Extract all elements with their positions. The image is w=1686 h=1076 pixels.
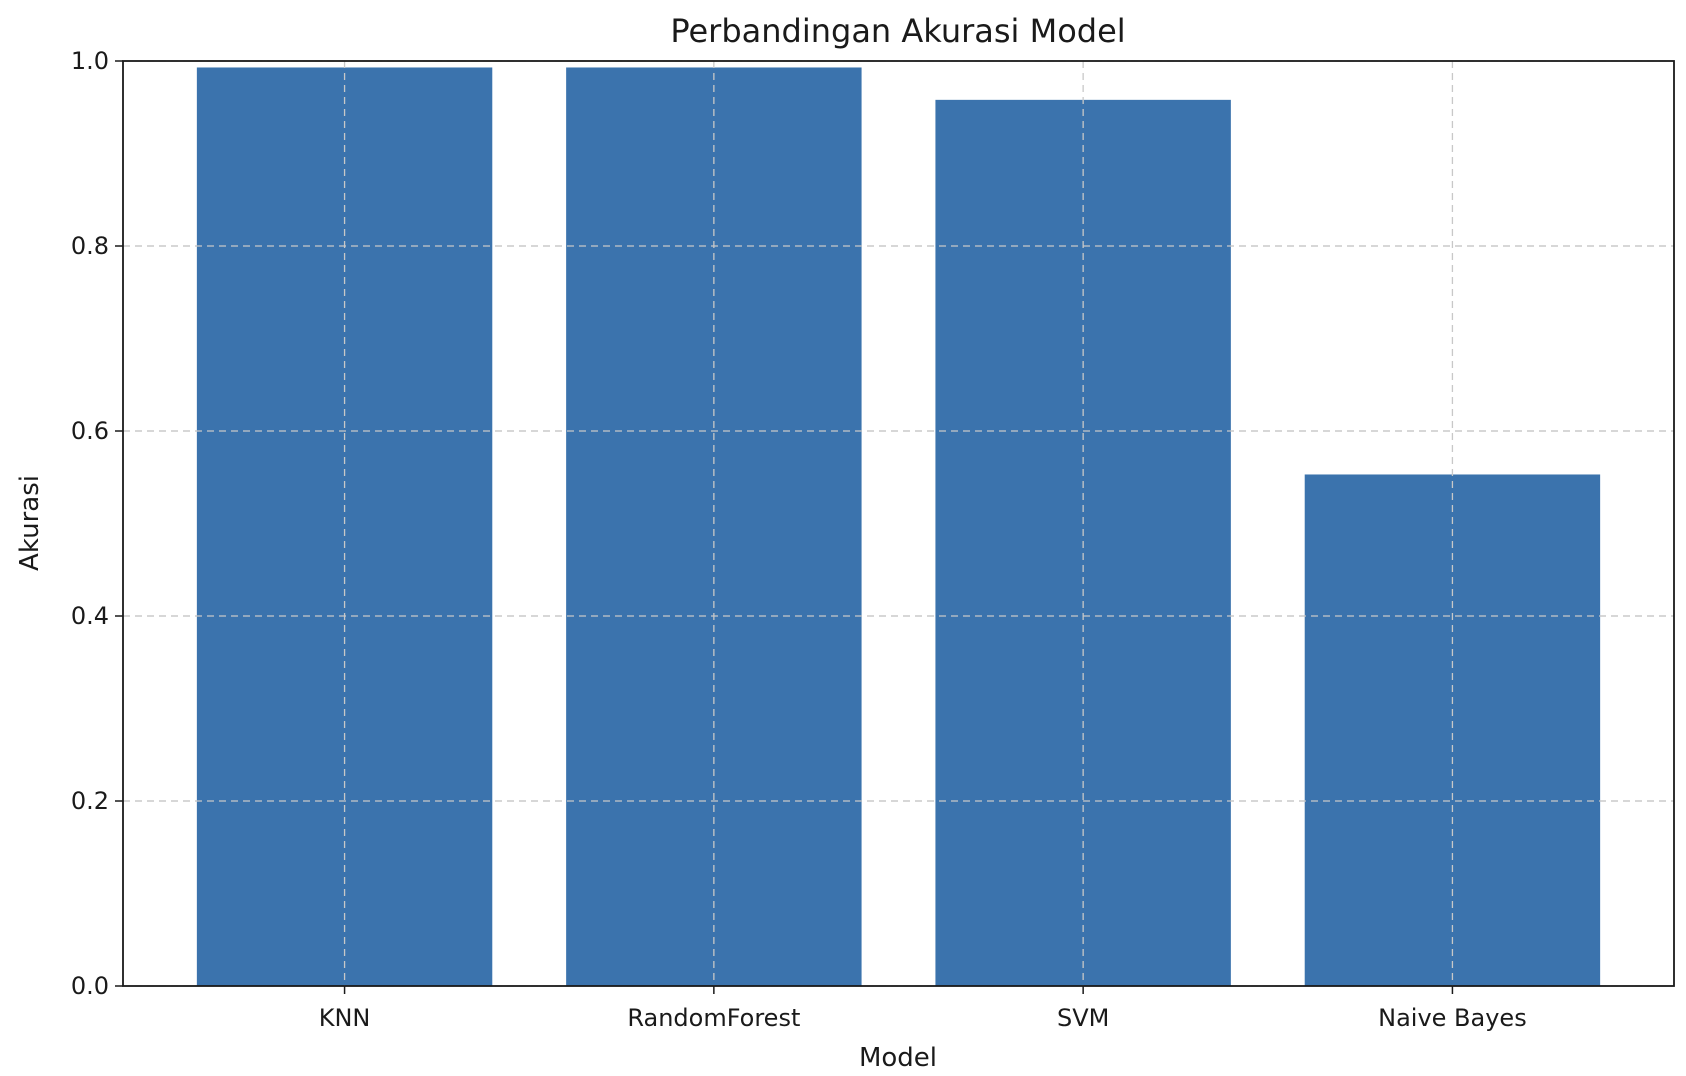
x-tick-label: KNN (319, 1004, 371, 1032)
bar (1304, 474, 1601, 986)
x-tick-label: RandomForest (627, 1004, 800, 1032)
plot-frame (122, 60, 1675, 987)
x-axis-label: Model (859, 1043, 937, 1073)
y-tick-label: 0.8 (71, 232, 109, 260)
x-tick-label: Naive Bayes (1378, 1004, 1527, 1032)
y-tick-label: 0.0 (71, 972, 109, 1000)
x-tick-label: SVM (1057, 1004, 1109, 1032)
y-axis-label: Akurasi (15, 475, 45, 571)
y-tick-label: 0.4 (71, 602, 109, 630)
y-tick-label: 0.6 (71, 417, 109, 445)
y-tick-label: 0.2 (71, 787, 109, 815)
x-tick-labels: KNN RandomForest SVM Naive Bayes (319, 1004, 1527, 1032)
y-tick-label: 1.0 (71, 47, 109, 75)
grid-overlay (123, 61, 1674, 986)
y-tick-labels: 0.0 0.2 0.4 0.6 0.8 1.0 (71, 47, 109, 1000)
chart-title: Perbandingan Akurasi Model (670, 12, 1125, 50)
axis-ticks (115, 60, 1454, 994)
